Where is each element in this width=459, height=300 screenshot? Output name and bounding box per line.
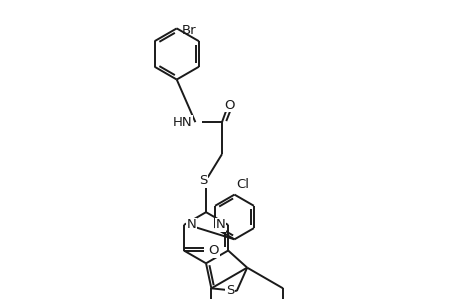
Text: S: S	[199, 174, 207, 187]
Text: N: N	[186, 218, 196, 232]
Text: Br: Br	[181, 24, 196, 37]
Text: S: S	[225, 284, 234, 298]
Text: O: O	[208, 244, 218, 257]
Text: Cl: Cl	[236, 178, 249, 191]
Text: HN: HN	[173, 116, 192, 129]
Text: O: O	[224, 99, 235, 112]
Text: N: N	[215, 218, 225, 232]
